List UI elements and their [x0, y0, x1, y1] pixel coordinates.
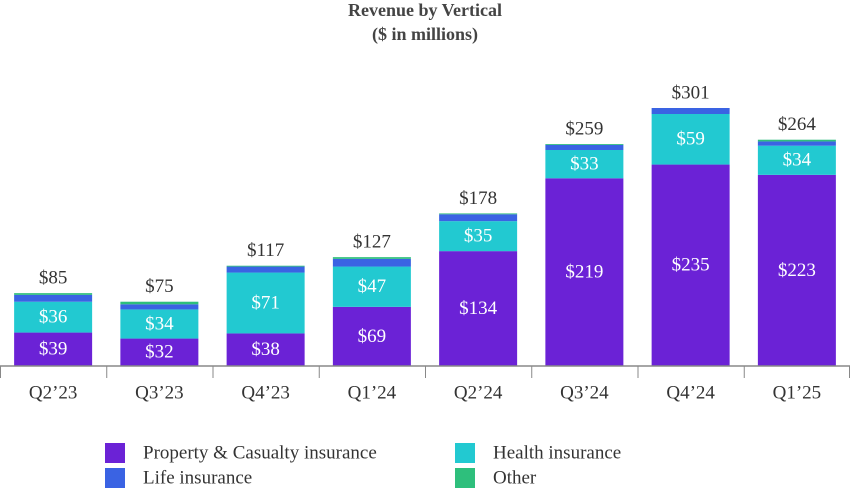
x-tick-label: Q2’24: [454, 382, 503, 403]
segment-label: $69: [358, 326, 387, 347]
segment-label: $59: [676, 129, 705, 150]
bar-segment: [545, 144, 624, 145]
bar-segment: [120, 301, 199, 305]
total-label: $178: [459, 188, 497, 209]
chart-subtitle: ($ in millions): [372, 24, 478, 45]
bar-segment: [757, 145, 836, 175]
segment-label: $71: [251, 292, 280, 313]
bar-segment: [120, 309, 199, 339]
legend-label: Health insurance: [493, 442, 621, 463]
chart-title: Revenue by Vertical: [348, 0, 502, 20]
segment-label: $134: [459, 298, 498, 319]
x-tick-label: Q1’24: [348, 382, 397, 403]
bar-segment: [120, 338, 199, 366]
bar-segment: [120, 304, 199, 310]
bar-segment: [332, 258, 411, 267]
bar-segment: [332, 306, 411, 366]
legend-swatch: [105, 468, 125, 488]
total-label: $264: [778, 114, 817, 135]
legend-label: Life insurance: [143, 467, 252, 488]
bar-segment: [757, 141, 836, 146]
bar-segment: [226, 266, 305, 273]
x-tick-label: Q3’24: [560, 382, 609, 403]
bar-segment: [651, 114, 730, 165]
segment-label: $235: [672, 255, 710, 276]
segment-label: $39: [39, 339, 68, 360]
segment-label: $34: [783, 150, 812, 171]
bar-segment: [545, 178, 624, 366]
bar-segment: [651, 108, 730, 114]
bar-segment: [226, 333, 305, 366]
bar-segment: [14, 294, 93, 302]
bar-segment: [439, 221, 518, 252]
segment-label: $33: [570, 154, 599, 175]
segment-label: $223: [778, 260, 816, 281]
bar-segment: [332, 266, 411, 307]
legend-label: Property & Casualty insurance: [143, 442, 377, 463]
bar-segment: [14, 293, 93, 295]
bar-segment: [757, 174, 836, 366]
segment-label: $36: [39, 307, 68, 328]
segment-label: $34: [145, 313, 174, 334]
total-label: $75: [145, 276, 174, 297]
segment-label: $35: [464, 226, 493, 247]
x-tick-label: Q4’23: [241, 382, 290, 403]
segment-label: $47: [358, 276, 387, 297]
total-label: $117: [247, 240, 284, 261]
bar-segment: [545, 144, 624, 150]
total-label: $85: [39, 268, 68, 289]
x-tick-label: Q3’23: [135, 382, 184, 403]
bar-segment: [439, 213, 518, 215]
total-label: $259: [565, 118, 603, 139]
bar-segment: [439, 214, 518, 222]
bar-segment: [439, 251, 518, 366]
legend-label: Other: [493, 467, 537, 488]
legend-swatch: [455, 443, 475, 463]
bar-segment: [14, 332, 93, 366]
bar-segment: [14, 301, 93, 333]
x-tick-label: Q2’23: [29, 382, 78, 403]
x-tick-label: Q4’24: [666, 382, 715, 403]
segment-label: $38: [251, 339, 280, 360]
total-label: $127: [353, 232, 391, 253]
total-label: $301: [672, 82, 710, 103]
bar-segment: [757, 139, 836, 142]
bar-segment: [226, 272, 305, 334]
x-tick-label: Q1’25: [773, 382, 822, 403]
bar-segment: [226, 265, 305, 267]
legend-swatch: [455, 468, 475, 488]
legend-swatch: [105, 443, 125, 463]
segment-label: $32: [145, 342, 174, 363]
bar-segment: [651, 164, 730, 366]
bar-segment: [332, 257, 411, 259]
bar-segment: [545, 150, 624, 179]
segment-label: $219: [565, 262, 603, 283]
